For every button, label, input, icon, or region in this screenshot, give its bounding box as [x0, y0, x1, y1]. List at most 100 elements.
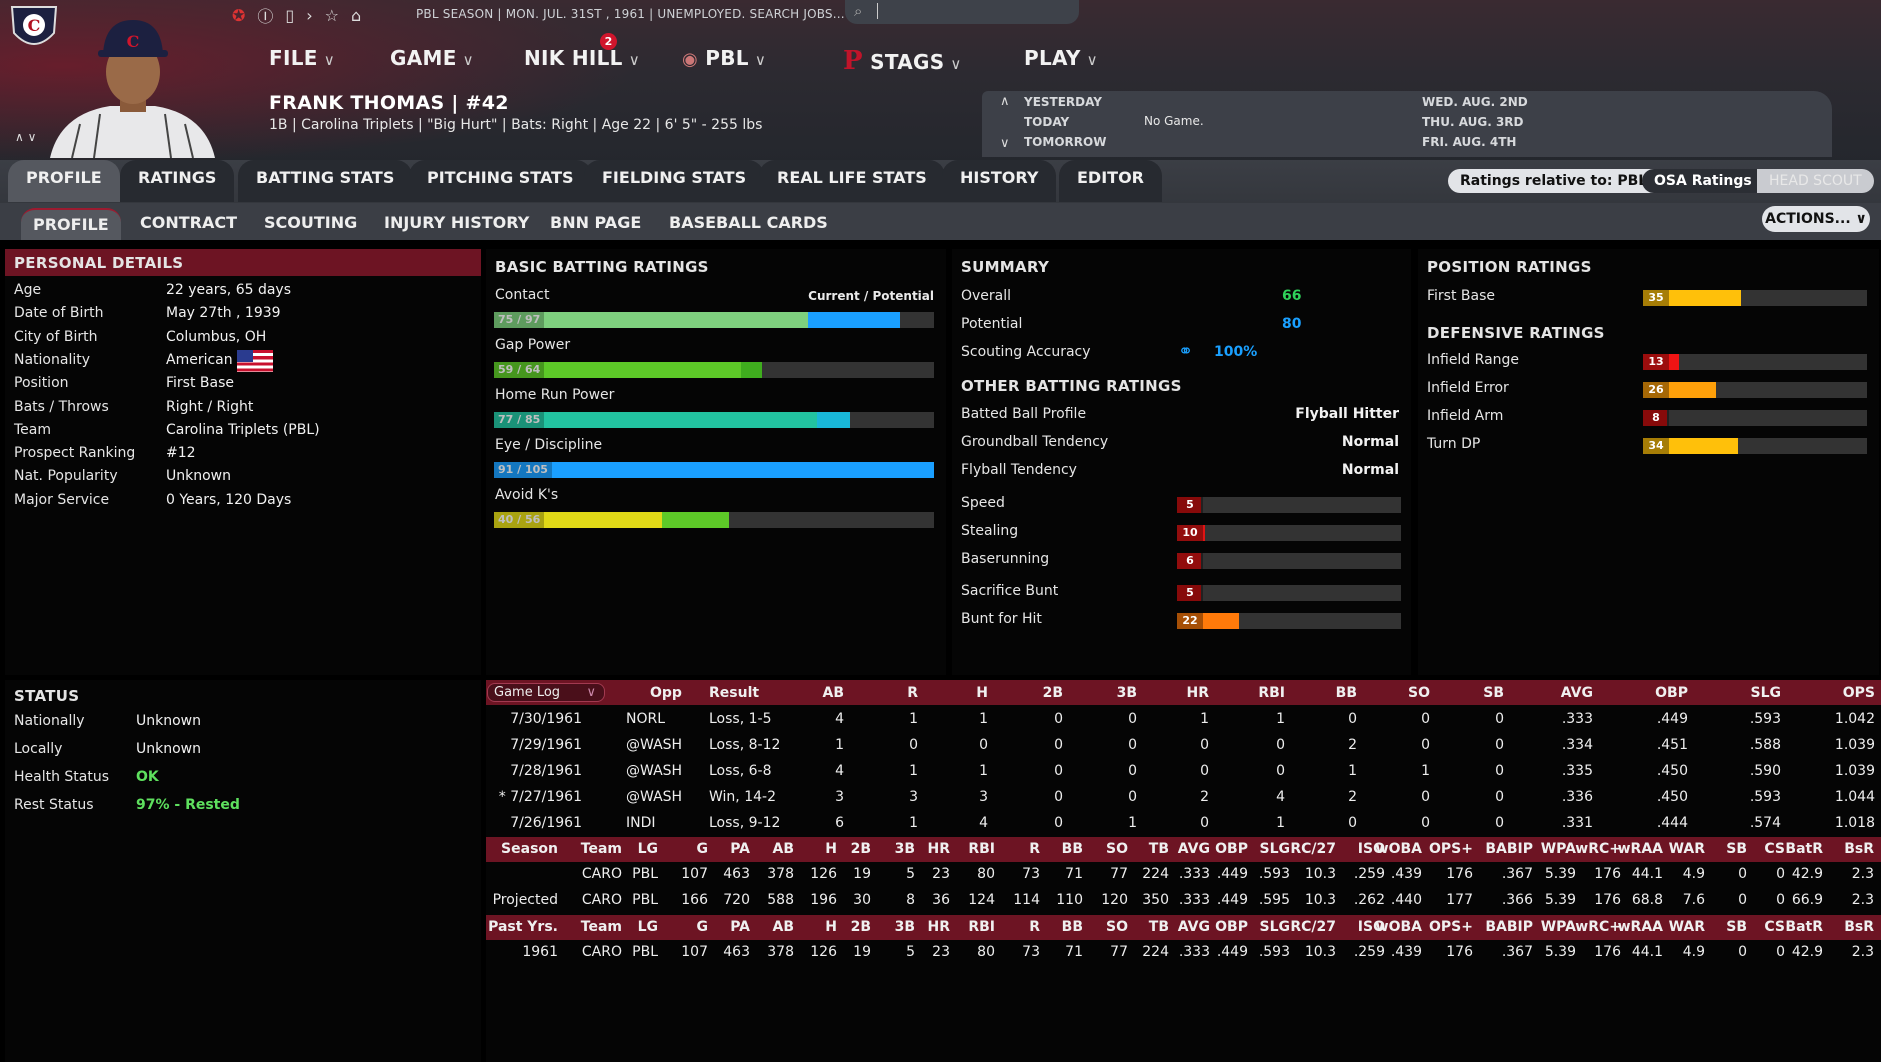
season-column-header[interactable]: RBI [968, 841, 995, 857]
past-column-header[interactable]: BatR [1785, 919, 1823, 935]
gamelog-column-header[interactable]: AB [822, 685, 844, 701]
season-column-header[interactable]: OPS+ [1429, 841, 1473, 857]
menu-file[interactable]: FILE ∨ [269, 46, 335, 70]
past-column-header[interactable]: AB [772, 919, 794, 935]
table-row[interactable]: 7/30/1961 NORL Loss, 1-5 4 1 1 0 0 1 1 0 0 0 .333 .449… [486, 708, 1881, 732]
past-column-header[interactable]: RBI [968, 919, 995, 935]
gamelog-column-header[interactable]: OBP [1655, 685, 1688, 701]
past-column-header[interactable]: CS [1764, 919, 1785, 935]
subtab-baseball-cards[interactable]: BASEBALL CARDS [669, 213, 828, 232]
past-column-header[interactable]: PA [730, 919, 750, 935]
tab-editor[interactable]: EDITOR [1059, 160, 1162, 202]
past-column-header[interactable]: SLG [1259, 919, 1291, 935]
season-column-header[interactable]: G [696, 841, 709, 857]
actions-button[interactable]: ACTIONS... ∨ [1762, 206, 1870, 232]
season-column-header[interactable]: OBP [1215, 841, 1248, 857]
season-column-header[interactable]: BatR [1785, 841, 1823, 857]
past-column-header[interactable]: SO [1106, 919, 1128, 935]
past-column-header[interactable]: G [696, 919, 709, 935]
player-nav-arrows[interactable]: ∧ ∨ [15, 130, 37, 144]
season-column-header[interactable]: BB [1061, 841, 1083, 857]
subtab-bnn-page[interactable]: BNN PAGE [550, 213, 642, 232]
tab-batting-stats[interactable]: BATTING STATS [238, 160, 413, 202]
gamelog-column-header[interactable]: Opp [650, 685, 682, 701]
gamelog-column-header[interactable]: RBI [1258, 685, 1285, 701]
favorite-icon[interactable]: ☆ [324, 5, 339, 25]
past-column-header[interactable]: WAR [1668, 919, 1705, 935]
home-icon[interactable]: ⌂ [350, 5, 362, 25]
table-row[interactable]: Projected CARO PBL 166 720 588 196 30 8 36 124 114 1… [486, 889, 1881, 913]
season-column-header[interactable]: AB [772, 841, 794, 857]
season-column-header[interactable]: BsR [1844, 841, 1874, 857]
season-column-header[interactable]: SLG [1259, 841, 1291, 857]
subtab-contract[interactable]: CONTRACT [140, 213, 238, 232]
season-column-header[interactable]: TB [1148, 841, 1169, 857]
tab-ratings[interactable]: RATINGS [120, 160, 235, 202]
season-column-header[interactable]: RC/27 [1290, 841, 1336, 857]
season-column-header[interactable]: BABIP [1485, 841, 1533, 857]
past-column-header[interactable]: wOBA [1375, 919, 1422, 935]
season-column-header[interactable]: HR [927, 841, 951, 857]
season-column-header[interactable]: Season [501, 841, 558, 857]
past-column-header[interactable]: RC/27 [1290, 919, 1336, 935]
past-column-header[interactable]: wRAA [1617, 919, 1663, 935]
past-column-header[interactable]: WPA [1540, 919, 1576, 935]
gamelog-column-header[interactable]: SB [1483, 685, 1504, 701]
past-column-header[interactable]: TB [1148, 919, 1169, 935]
menu-play[interactable]: PLAY ∨ [1024, 46, 1098, 70]
past-column-header[interactable]: Team [580, 919, 622, 935]
table-row[interactable]: 7/26/1961 INDI Loss, 9-12 6 1 4 0 1 0 1 0 0 0 .331 .44… [486, 812, 1881, 836]
head-scout-toggle[interactable]: HEAD SCOUT [1757, 169, 1874, 193]
osa-ratings-toggle[interactable]: OSA Ratings [1642, 169, 1764, 193]
past-column-header[interactable]: SB [1726, 919, 1747, 935]
menu-league[interactable]: ◉ PBL ∨ [682, 46, 767, 70]
next-icon[interactable]: › [306, 5, 313, 25]
subtab-scouting[interactable]: SCOUTING [264, 213, 358, 232]
season-column-header[interactable]: wRAA [1617, 841, 1663, 857]
past-column-header[interactable]: BB [1061, 919, 1083, 935]
past-column-header[interactable]: R [1029, 919, 1040, 935]
season-column-header[interactable]: WPA [1540, 841, 1576, 857]
past-column-header[interactable]: BsR [1844, 919, 1874, 935]
past-column-header[interactable]: BABIP [1485, 919, 1533, 935]
season-column-header[interactable]: AVG [1177, 841, 1210, 857]
search-input[interactable]: ⌕ [845, 0, 1079, 24]
table-row[interactable]: * 7/27/1961 @WASH Win, 14-2 3 3 3 0 0 2 4 2 0 0 .336.… [486, 786, 1881, 810]
past-column-header[interactable]: AVG [1177, 919, 1210, 935]
gamelog-column-header[interactable]: HR [1186, 685, 1210, 701]
season-column-header[interactable]: wRC+ [1575, 841, 1621, 857]
gamelog-column-header[interactable]: R [907, 685, 918, 701]
gamelog-select[interactable]: Game Log ∨ [487, 683, 605, 702]
tab-real-life-stats[interactable]: REAL LIFE STATS [759, 160, 945, 202]
subtab-profile[interactable]: PROFILE [21, 208, 121, 240]
table-row[interactable]: 7/28/1961 @WASH Loss, 6-8 4 1 1 0 0 0 0 1 1 0 .335 .45… [486, 760, 1881, 784]
past-column-header[interactable]: ISO [1357, 919, 1385, 935]
gamelog-column-header[interactable]: 3B [1116, 685, 1137, 701]
forward-icon[interactable]: ▯ [285, 5, 295, 25]
past-column-header[interactable]: LG [637, 919, 658, 935]
back-icon[interactable]: Ⓘ [257, 7, 274, 26]
gamelog-column-header[interactable]: Result [709, 685, 760, 701]
past-column-header[interactable]: HR [927, 919, 951, 935]
gamelog-column-header[interactable]: SLG [1750, 685, 1782, 701]
season-column-header[interactable]: CS [1764, 841, 1785, 857]
subtab-injury-history[interactable]: INJURY HISTORY [384, 213, 530, 232]
chevron-up-icon[interactable]: ∧ [1000, 94, 1010, 109]
season-column-header[interactable]: SO [1106, 841, 1128, 857]
season-column-header[interactable]: ISO [1357, 841, 1385, 857]
past-column-header[interactable]: OPS+ [1429, 919, 1473, 935]
chevron-down-icon[interactable]: ∨ [1000, 136, 1010, 151]
gamelog-column-header[interactable]: SO [1408, 685, 1430, 701]
past-column-header[interactable]: Past Yrs. [488, 919, 558, 935]
tab-pitching-stats[interactable]: PITCHING STATS [409, 160, 592, 202]
season-column-header[interactable]: H [825, 841, 837, 857]
menu-team[interactable]: P STAGS ∨ [843, 46, 962, 76]
table-row[interactable]: 7/29/1961 @WASH Loss, 8-12 1 0 0 0 0 0 0 2 0 0 .334 .4… [486, 734, 1881, 758]
table-row[interactable]: CARO PBL 107 463 378 126 19 5 23 80 73 71 77 224 .333.… [486, 863, 1881, 887]
gamelog-column-header[interactable]: H [976, 685, 988, 701]
menu-game[interactable]: GAME ∨ [390, 46, 474, 70]
gamelog-column-header[interactable]: OPS [1842, 685, 1875, 701]
gamelog-column-header[interactable]: 2B [1042, 685, 1063, 701]
past-column-header[interactable]: 2B [850, 919, 871, 935]
tab-fielding-stats[interactable]: FIELDING STATS [584, 160, 765, 202]
